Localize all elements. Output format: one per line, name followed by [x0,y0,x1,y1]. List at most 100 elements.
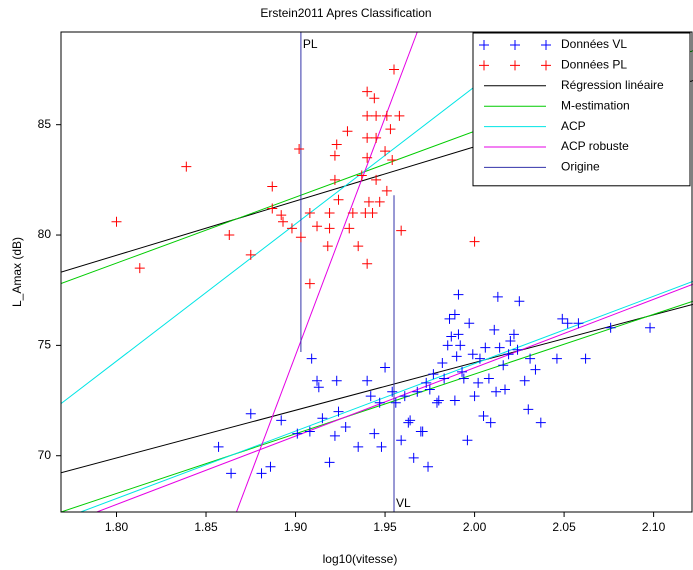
data-point [374,196,385,207]
data-point [464,318,475,329]
fit-line [61,300,693,512]
data-point [312,375,323,386]
data-point [111,216,122,227]
data-point [399,391,410,402]
data-point [322,241,333,252]
data-point [276,415,287,426]
annotation: VL [396,496,411,510]
data-point [408,452,419,463]
data-point [333,406,344,417]
fit-line [235,32,418,512]
data-point [449,395,460,406]
data-point [362,375,373,386]
data-point [304,207,315,218]
data-point [439,373,450,384]
chart-title: Erstein2011 Apres Classification [260,6,431,20]
data-point [333,194,344,205]
data-point [431,397,442,408]
data-point [423,461,434,472]
legend-label: M-estimation [561,98,630,112]
data-point [483,373,494,384]
plot-area [61,32,693,512]
data-point [428,369,439,380]
data-point [181,161,192,172]
data-point [446,331,457,342]
data-point [523,404,534,415]
y-tick-label: 85 [38,117,52,131]
data-point [453,329,464,340]
data-point [324,457,335,468]
data-point [265,461,276,472]
data-point [478,411,489,421]
data-point [485,417,496,428]
legend-label: Données VL [561,37,627,51]
plot-frame [60,31,693,513]
data-point [394,110,405,121]
data-point [347,207,358,218]
data-point [458,373,469,384]
data-point [304,426,315,437]
data-point [362,152,373,163]
data-point [433,395,444,406]
data-point [371,174,382,185]
y-tick-label: 75 [38,338,52,352]
data-point [417,426,428,437]
annotation: PL [303,37,318,51]
data-point [276,210,287,221]
x-tick-label: 2.05 [552,520,576,534]
data-point [467,349,478,360]
data-point [449,309,460,320]
y-axis-label: L_Amax (dB) [10,237,24,307]
data-point [455,340,466,351]
data-point [340,422,351,433]
data-point [390,397,401,408]
data-point [304,278,315,289]
data-point [512,344,523,355]
data-point [324,207,335,218]
data-point [317,413,328,424]
legend-label: Régression linéaire [561,78,664,92]
legend-marker [510,40,520,50]
fit-line [80,280,693,512]
data-point [491,386,502,397]
data-point [469,391,480,402]
data-point [331,375,342,386]
data-point [362,110,373,121]
data-point [295,232,306,243]
data-point [245,408,256,419]
data-point [381,185,392,196]
data-point [369,93,380,104]
y-tick-label: 80 [38,227,52,241]
data-point [353,441,364,452]
data-point [294,143,305,154]
data-point [374,397,385,408]
data-point [376,441,387,452]
legend-marker [479,40,489,50]
data-point [331,139,342,150]
data-point [535,417,546,428]
data-point [442,340,453,351]
x-tick-label: 1.95 [373,520,397,534]
data-point [473,377,484,388]
data-point [405,415,416,426]
data-point [500,384,511,395]
data-point [530,364,541,375]
legend-marker [541,60,551,71]
legend-label: ACP [561,119,586,133]
y-tick-label: 70 [38,448,52,462]
data-point [403,417,414,428]
data-point [362,258,373,269]
data-point [474,353,485,364]
data-point [324,223,335,234]
data-point [412,386,423,397]
data-point [605,322,616,333]
data-point [389,64,400,75]
data-point [213,441,224,452]
data-point [380,146,391,157]
data-point [371,132,382,143]
data-point [329,430,340,441]
data-point [396,225,407,236]
data-point [573,318,584,329]
data-point [505,335,516,346]
